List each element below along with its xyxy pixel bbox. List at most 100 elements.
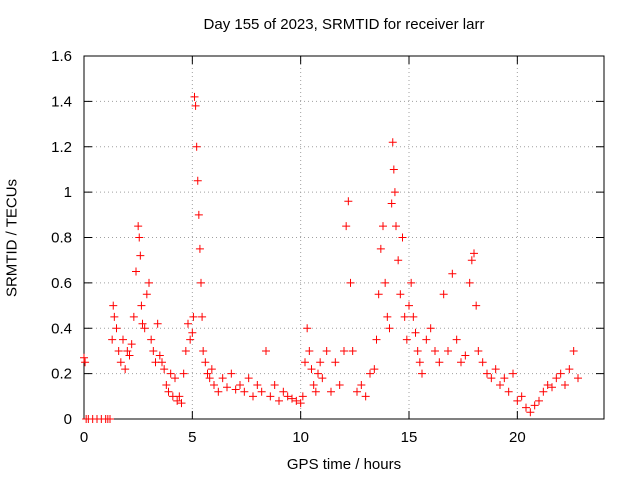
data-point [106,415,114,423]
data-point [301,358,309,367]
y-tick-label: 0.4 [51,320,72,337]
data-point [192,142,201,151]
data-point [184,319,192,328]
x-tick-label: 5 [188,429,196,446]
data-point [418,369,426,378]
data-point [385,324,394,333]
data-point [318,374,327,383]
data-point [207,365,216,374]
data-point [478,358,487,367]
data-point [314,369,322,378]
data-point [109,301,118,310]
data-point [129,312,138,321]
data-point [136,251,145,260]
data-point [556,369,565,378]
data-point [137,301,146,310]
data-point [81,358,90,367]
data-point [191,101,200,110]
data-point [340,346,348,355]
data-point [388,138,397,147]
data-point [322,346,331,355]
data-point [535,396,543,405]
data-point [155,351,164,360]
data-point [214,387,223,396]
data-point [127,340,136,349]
data-point [123,346,132,355]
data-point [262,346,270,355]
data-point [522,403,530,412]
data-point [383,312,392,321]
data-point [394,256,403,265]
axis-ticks: 0 0.2 0.4 0.6 0.8 1 1.2 1.4 1.6 0 5 10 15 20 [51,48,604,446]
data-point [374,290,383,299]
data-point [457,358,465,367]
data-point [402,335,411,344]
data-point [292,396,301,405]
data-point [411,328,420,337]
data-point [201,358,210,367]
y-tick-label: 1.6 [51,48,72,65]
data-point [135,233,144,242]
data-point [316,358,325,367]
data-point [307,365,316,374]
data-point [121,365,130,374]
data-point [407,278,416,287]
data-point [461,351,470,360]
data-point [565,365,574,374]
data-point [396,290,405,299]
data-point [431,346,439,355]
data-point [543,380,552,389]
data-point [435,358,444,367]
data-point [173,396,182,405]
data-point [548,383,556,392]
data-point [309,380,318,389]
data-point [474,346,483,355]
data-point [199,346,208,355]
data-point [132,267,140,276]
x-tick-label: 10 [292,429,309,446]
data-point [470,249,478,258]
data-point [465,278,474,287]
data-point [227,369,236,378]
data-point [539,387,548,396]
data-point [346,278,355,287]
data-point [160,365,169,374]
data-point [509,369,517,378]
data-point [162,380,171,389]
data-point [166,369,175,378]
data-point [236,380,244,389]
data-point [108,335,117,344]
data-point [205,374,214,383]
data-point [142,290,151,299]
data-point [125,351,134,360]
data-point [530,401,539,410]
y-tick-label: 0.6 [51,275,72,292]
data-point [194,210,203,219]
data-point [327,387,335,396]
data-point [112,324,121,333]
data-point [186,335,195,344]
data-point [303,324,312,333]
data-point [398,233,407,242]
chart-title: Day 155 of 2023, SRMTID for receiver lar… [203,16,485,33]
data-point [114,346,123,355]
data-point [288,394,296,403]
data-point [134,222,143,231]
data-point [467,256,476,265]
data-point [266,392,275,401]
data-point [472,301,481,310]
data-point [517,392,526,401]
data-point [426,324,435,333]
grid [84,56,604,419]
x-tick-label: 15 [401,429,418,446]
data-point [140,324,149,333]
data-point [179,369,188,378]
x-axis-label: GPS time / hours [286,456,402,473]
data-point [249,392,257,401]
data-point [164,387,173,396]
data-point [189,312,198,321]
data-point [552,374,561,383]
data-point [491,365,500,374]
y-tick-label: 1.4 [51,93,72,110]
data-point [116,358,125,367]
